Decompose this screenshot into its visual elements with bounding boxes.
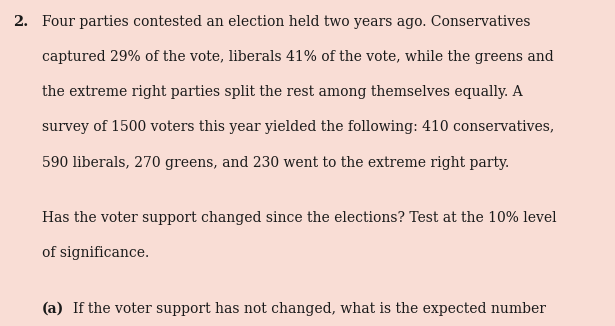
Text: Four parties contested an election held two years ago. Conservatives: Four parties contested an election held … <box>42 15 530 29</box>
Text: 2.: 2. <box>14 15 29 29</box>
Text: Has the voter support changed since the elections? Test at the 10% level: Has the voter support changed since the … <box>42 211 557 225</box>
Text: (a): (a) <box>42 302 64 316</box>
Text: captured 29% of the vote, liberals 41% of the vote, while the greens and: captured 29% of the vote, liberals 41% o… <box>42 50 554 64</box>
Text: of significance.: of significance. <box>42 246 149 260</box>
Text: survey of 1500 voters this year yielded the following: 410 conservatives,: survey of 1500 voters this year yielded … <box>42 120 554 134</box>
Text: the extreme right parties split the rest among themselves equally. A: the extreme right parties split the rest… <box>42 85 523 99</box>
Text: If the voter support has not changed, what is the expected number: If the voter support has not changed, wh… <box>73 302 546 316</box>
Text: 590 liberals, 270 greens, and 230 went to the extreme right party.: 590 liberals, 270 greens, and 230 went t… <box>42 156 509 170</box>
